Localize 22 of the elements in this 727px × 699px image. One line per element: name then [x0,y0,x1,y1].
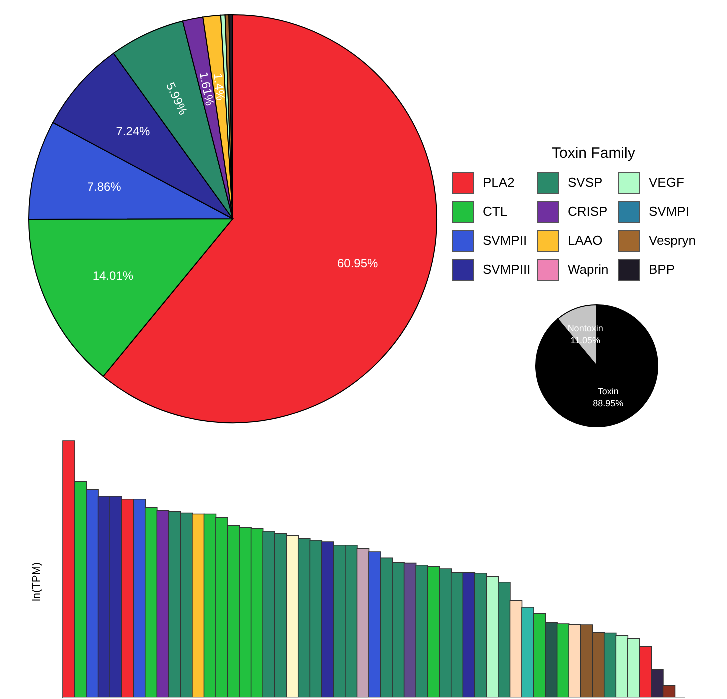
legend-label: SVMPII [483,233,528,248]
legend-label: SVSP [568,175,603,190]
data-label: 7.86% [87,180,122,194]
legend-label: CRISP [568,204,608,219]
data-label: 14.01% [92,268,134,283]
legend-label: BPP [649,262,676,277]
legend-label: SVMPIII [483,262,531,277]
data-label: 7.24% [116,124,151,139]
legend-title: Toxin Family [552,145,636,162]
legend-label: LAAO [568,233,603,248]
data-label: 5.99% [163,80,191,118]
data-label: 88.95% [593,398,624,409]
legend-label: Waprin [568,262,609,277]
pie-slice [536,304,658,428]
legend-label: PLA2 [483,175,515,190]
y-axis-title: ln(TPM) [31,562,43,602]
legend-label: CTL [483,204,508,219]
legend-label: Vespryn [649,233,696,248]
legend-label: SVMPI [649,204,690,219]
data-label: 60.95% [337,256,379,271]
legend-label: VEGF [649,175,684,190]
slice-label: Toxin [598,386,619,397]
